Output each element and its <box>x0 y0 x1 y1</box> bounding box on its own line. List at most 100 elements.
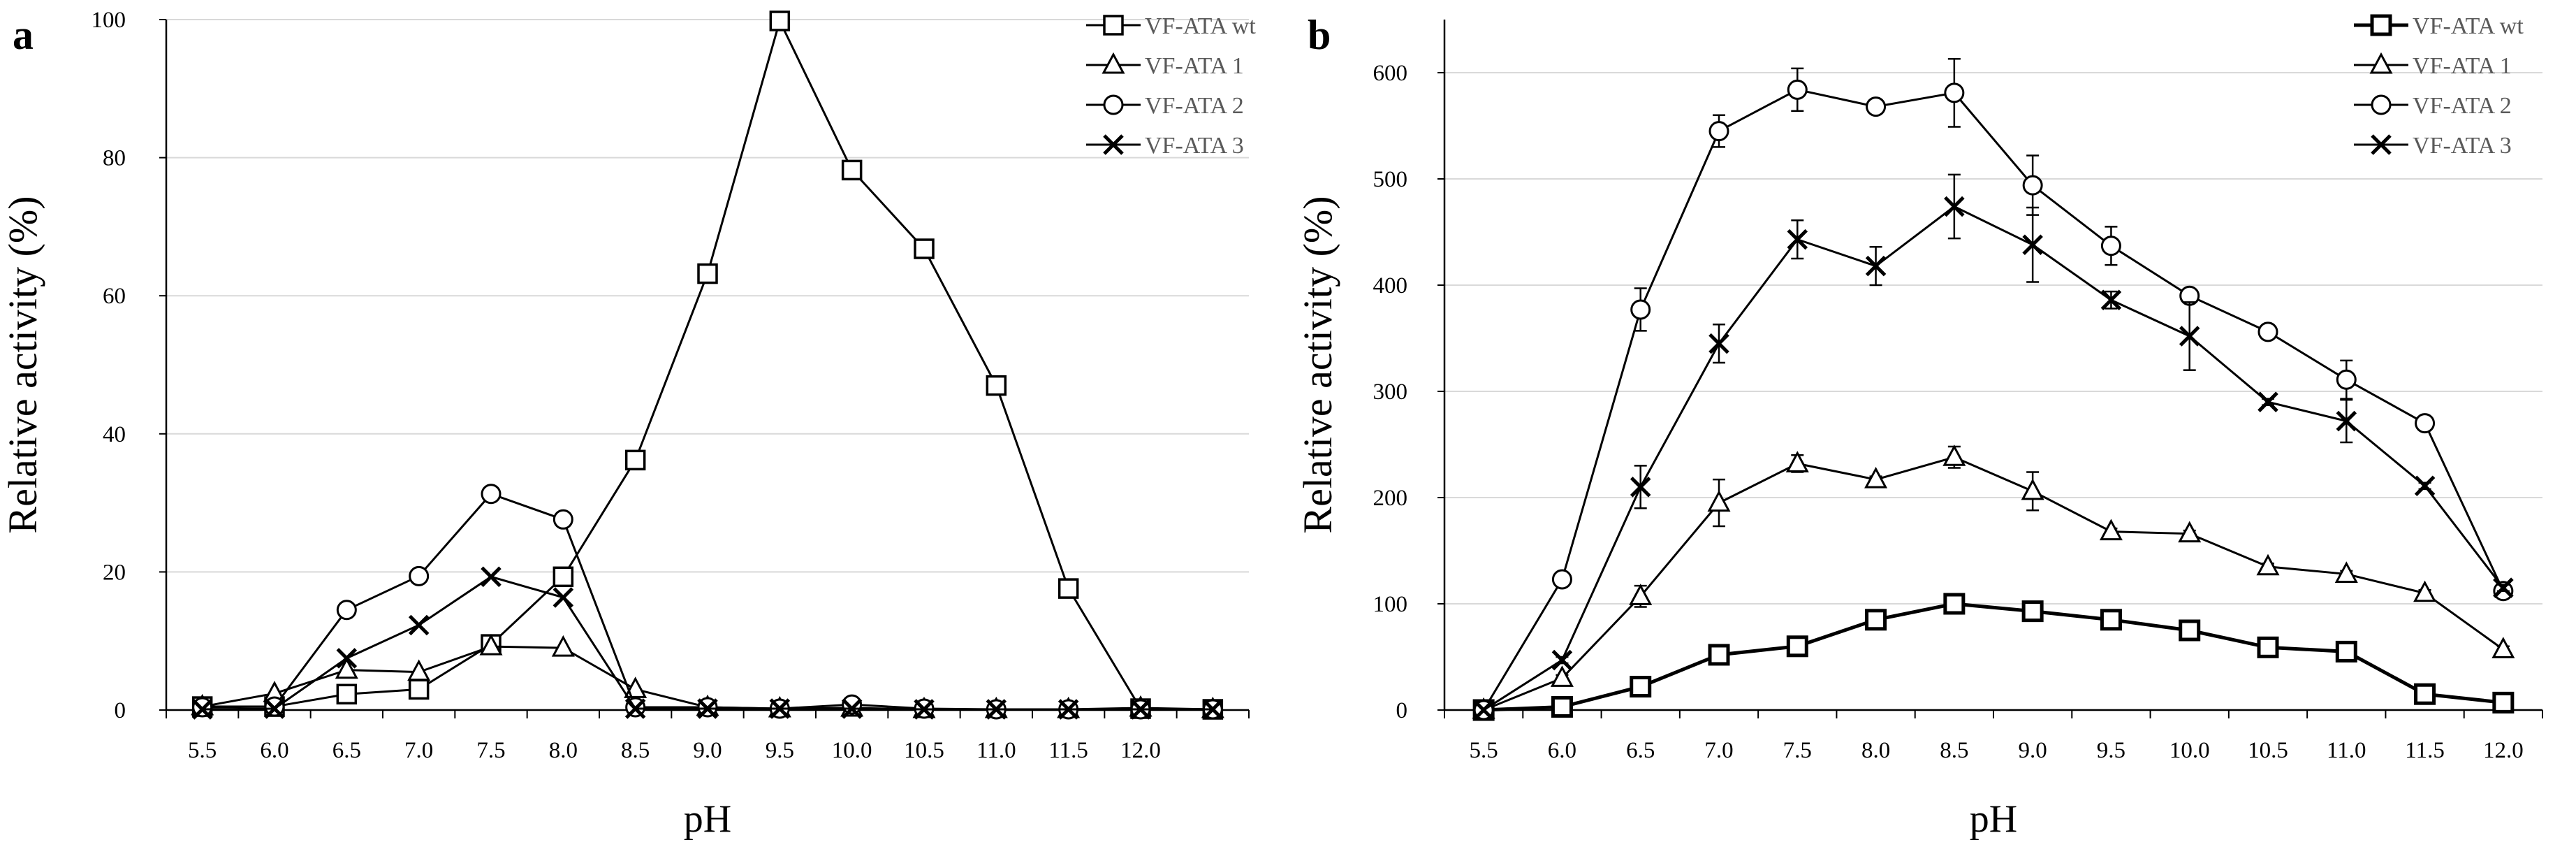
panel-a-series-cross <box>191 566 1224 720</box>
panel-a-data-point <box>481 484 502 505</box>
panel-b-data-point <box>1550 665 1574 687</box>
panel-b-legend-marker <box>2369 52 2393 74</box>
panel-a-x-tick-label: 11.5 <box>1048 738 1088 763</box>
panel-a-x-axis-label: pH <box>684 797 731 841</box>
panel-a-x-tick-label: 10.0 <box>832 738 872 763</box>
panel-b-data-point <box>1630 477 1651 498</box>
panel-a-data-point <box>914 699 935 720</box>
panel-b-data-point <box>1708 121 1729 142</box>
panel-a-data-point <box>624 698 646 719</box>
panel-a-x-tick-label: 10.5 <box>904 738 944 763</box>
panel-a-y-tick-label: 0 <box>115 698 126 723</box>
panel-b-data-point <box>1551 569 1572 590</box>
panel-b-data-point <box>1944 82 1965 103</box>
panel-a-data-point <box>407 659 431 681</box>
panel-b-x-tick-label: 10.5 <box>2248 738 2288 763</box>
panel-a-data-point <box>336 600 357 621</box>
panel-a-y-tick-label: 80 <box>103 146 126 171</box>
panel-b-data-point <box>2335 640 2357 663</box>
panel-a-y-tick-label: 40 <box>103 422 126 447</box>
panel-b-y-tick-label: 0 <box>1396 698 1408 723</box>
panel-a-x-tick-label: 9.0 <box>693 738 722 763</box>
panel-b-data-point <box>2099 519 2123 541</box>
panel-a-legend-marker <box>1103 134 1124 155</box>
panel-b-data-point <box>2021 478 2044 500</box>
panel-b-series-cross <box>1473 173 2514 721</box>
panel-b-data-point <box>2493 577 2514 598</box>
panel-b-chart: b 0 100 200 300 400 500 600 5.5 6.0 6.5 7.0 7.5 8.0 8… <box>1295 12 2543 841</box>
panel-b-y-tick-label: 400 <box>1373 273 1408 298</box>
panel-a-data-point <box>769 698 791 719</box>
panel-b-data-point <box>1785 451 1809 472</box>
panel-b-data-point <box>2257 321 2278 342</box>
panel-a-chart: a 0 20 40 60 80 100 5.5 6.0 6.5 7.0 7.5 8.0 8.5 9.0 9.… <box>0 8 1256 841</box>
panel-a-data-point <box>1130 699 1151 720</box>
panel-a-data-point <box>697 263 718 284</box>
panel-b-y-axis-label: Relative activity (%) <box>1295 196 1340 533</box>
panel-b-data-point <box>2492 691 2515 714</box>
panel-a-y-tick-label: 20 <box>103 560 126 585</box>
panel-b-legend-label: VF-ATA 2 <box>2413 93 2512 119</box>
panel-a-data-point <box>408 679 430 700</box>
panel-a-data-point <box>986 699 1007 720</box>
panel-b-y-tick-label: 200 <box>1373 486 1408 511</box>
panel-a-data-point <box>479 633 503 656</box>
panel-b-data-point <box>2022 234 2043 256</box>
panel-b-y-tick-label: 500 <box>1373 167 1408 192</box>
panel-b-x-tick-label: 11.0 <box>2327 738 2366 763</box>
panel-a-legend-marker <box>1102 52 1125 74</box>
panel-b-series-line <box>1484 602 2504 712</box>
panel-b-y-tick-label: 600 <box>1373 61 1408 86</box>
panel-b-data-point <box>2100 236 2121 256</box>
panel-b-legend-label: VF-ATA wt <box>2413 13 2524 39</box>
panel-b-data-point <box>2178 521 2202 543</box>
panel-b-data-point <box>1786 635 1808 658</box>
panel-a-data-point <box>841 698 863 719</box>
panel-a-data-point <box>336 683 358 705</box>
panel-b-data-point <box>1866 96 1887 117</box>
panel-b-series-line <box>1483 205 2505 711</box>
panel-b-data-point <box>1473 700 1494 721</box>
panel-b-legend-marker <box>2371 94 2392 115</box>
panel-b-data-point <box>1630 299 1651 320</box>
panel-b-data-point <box>2414 475 2436 497</box>
panel-b-data-point <box>2415 413 2436 434</box>
panel-b-data-point <box>2414 683 2436 705</box>
panel-b-data-point <box>1708 333 1729 354</box>
panel-b-legend-label: VF-ATA 3 <box>2413 133 2512 159</box>
panel-a-data-point <box>914 238 935 259</box>
panel-a-legend-label: VF-ATA 3 <box>1145 133 1244 159</box>
panel-a-data-point <box>1202 699 1224 720</box>
panel-b-data-point <box>1787 79 1808 100</box>
panel-b-data-point <box>2179 326 2200 347</box>
panel-b-data-point <box>1551 649 1573 671</box>
panel-a-letter: a <box>13 12 34 58</box>
panel-a-data-point <box>264 698 285 719</box>
panel-a-data-point <box>551 635 575 657</box>
panel-b-series-triangle <box>1472 444 2515 719</box>
panel-b-data-point <box>2491 637 2515 658</box>
panel-a-data-point <box>1058 578 1079 599</box>
panel-b-series-circle <box>1473 57 2514 721</box>
panel-a-data-point <box>1058 699 1079 720</box>
panel-b-data-point <box>1944 196 1965 217</box>
panel-b-x-tick-label: 8.5 <box>1940 738 1968 763</box>
panel-b-legend-marker <box>2370 14 2392 36</box>
panel-a-data-point <box>769 10 791 31</box>
panel-b-data-point <box>2257 636 2279 658</box>
panel-b-x-axis-label: pH <box>1970 797 2017 841</box>
panel-a-data-point <box>624 449 646 471</box>
panel-b-data-point <box>2256 553 2280 576</box>
panel-b-y-tick-label: 100 <box>1373 592 1408 617</box>
panel-a-x-tick-label: 9.5 <box>766 738 794 763</box>
panel-a-x-tick-label: 5.5 <box>188 738 217 763</box>
panel-a-legend-label: VF-ATA wt <box>1145 13 1256 39</box>
panel-a-x-tick-label: 11.0 <box>976 738 1016 763</box>
panel-b-series-line <box>1483 456 2504 711</box>
panel-b-data-point <box>1629 584 1653 605</box>
panel-a-x-tick-label: 6.0 <box>260 738 288 763</box>
panel-b-data-point <box>2100 609 2122 631</box>
panel-b-x-tick-label: 12.0 <box>2483 738 2524 763</box>
panel-a-data-point <box>409 565 430 586</box>
